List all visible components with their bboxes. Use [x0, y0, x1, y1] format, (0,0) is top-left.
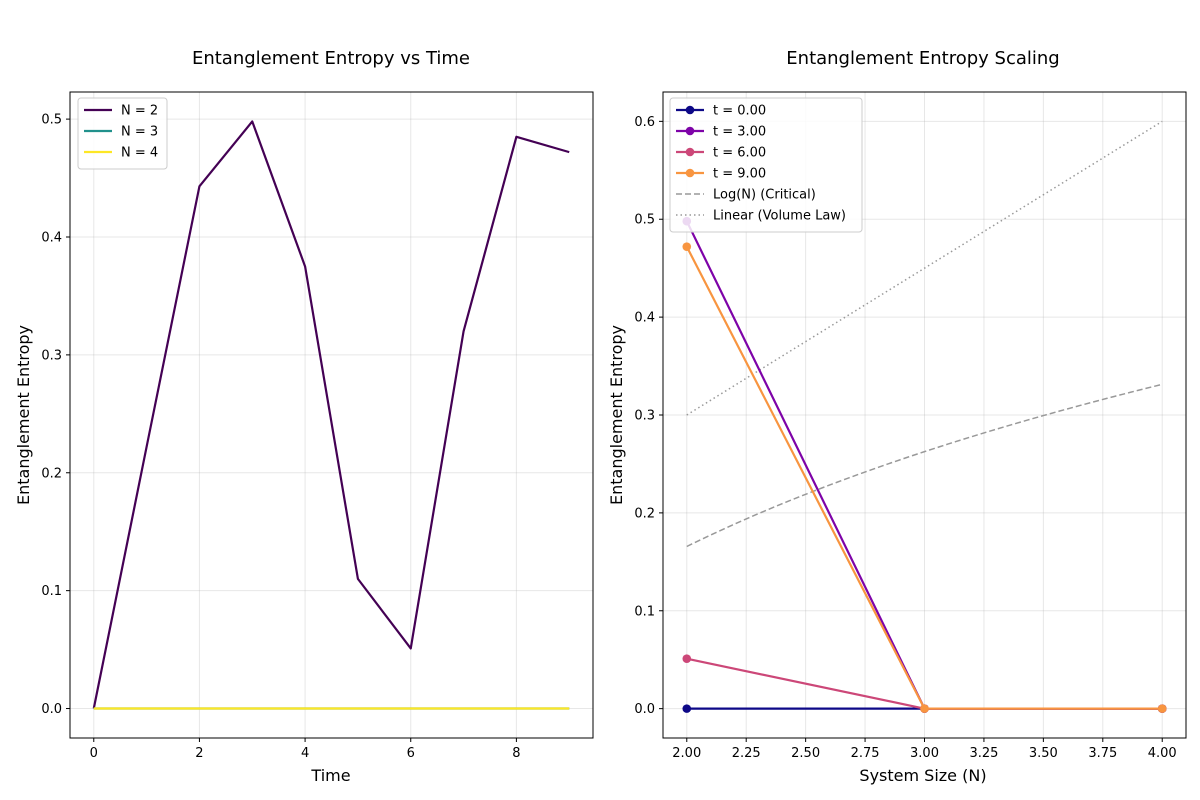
- legend-marker: [685, 147, 695, 157]
- legend-marker: [685, 105, 695, 115]
- legend-marker: [685, 126, 695, 136]
- legend-label: N = 3: [121, 125, 158, 140]
- left-y-tick-label: 0.1: [41, 584, 62, 599]
- left-y-tick-label: 0.0: [41, 702, 62, 717]
- right-x-tick-label: 2.75: [851, 746, 880, 761]
- legend-marker: [685, 168, 695, 178]
- right-x-tick-label: 3.50: [1029, 746, 1058, 761]
- right-y-tick-label: 0.1: [634, 604, 655, 619]
- right-series-4-point: [1157, 704, 1167, 713]
- right-x-tick-label: 2.50: [791, 746, 820, 761]
- left-y-tick-label: 0.5: [41, 113, 62, 128]
- left-x-axis-label: Time: [310, 766, 350, 785]
- right-x-tick-label: 3.00: [910, 746, 939, 761]
- right-legend: t = 0.00 t = 3.00 t = 6.00 t = 9.00 Log(N) (…: [669, 97, 863, 233]
- legend-label: N = 4: [121, 146, 158, 161]
- log-reference-curve: [686, 383, 1163, 548]
- right-x-tick-label: 3.75: [1088, 746, 1117, 761]
- left-chart: Entanglement Entropy vs Time Time Entang…: [14, 48, 594, 785]
- right-y-tick-label: 0.6: [634, 115, 655, 130]
- right-y-tick-label: 0.3: [634, 409, 655, 424]
- left-y-tick-label: 0.2: [41, 466, 62, 481]
- legend-label: t = 6.00: [713, 146, 766, 161]
- left-x-tick-label: 8: [512, 746, 520, 761]
- legend-label: N = 2: [121, 104, 158, 119]
- right-x-tick-label: 4.00: [1148, 746, 1177, 761]
- right-y-axis-label: Entanglement Entropy: [607, 325, 626, 505]
- right-x-tick-label: 2.25: [732, 746, 761, 761]
- right-series-3-point: [682, 654, 692, 664]
- right-chart-title: Entanglement Entropy Scaling: [786, 48, 1059, 69]
- right-plot-area: [682, 120, 1167, 713]
- legend-label: Linear (Volume Law): [713, 209, 846, 224]
- legend-label: Log(N) (Critical): [713, 188, 816, 203]
- right-x-axis-label: System Size (N): [859, 766, 986, 785]
- legend-box: [669, 97, 863, 233]
- legend-label: t = 9.00: [713, 167, 766, 182]
- right-series-4-point: [682, 242, 692, 251]
- right-x-tick-label: 3.25: [969, 746, 998, 761]
- left-chart-title: Entanglement Entropy vs Time: [192, 48, 470, 69]
- right-series-1-point: [682, 704, 692, 713]
- left-y-axis-label: Entanglement Entropy: [14, 325, 33, 505]
- left-axes-frame: [69, 91, 594, 739]
- left-y-tick-label: 0.3: [41, 348, 62, 363]
- left-y-tick-label: 0.4: [41, 230, 62, 245]
- left-plot-area: [92, 120, 570, 710]
- left-x-tick-label: 0: [90, 746, 98, 761]
- legend-label: t = 3.00: [713, 125, 766, 140]
- left-x-tick-label: 6: [407, 746, 415, 761]
- legend-label: t = 0.00: [713, 104, 766, 119]
- right-y-tick-label: 0.2: [634, 506, 655, 521]
- linear-reference-curve: [686, 120, 1163, 416]
- right-x-tick-label: 2.00: [672, 746, 701, 761]
- right-axes-frame: [662, 91, 1187, 739]
- right-series-4-point: [920, 704, 929, 713]
- left-legend: N = 2 N = 3 N = 4: [77, 97, 168, 170]
- left-series-line-1: [92, 120, 570, 709]
- right-y-tick-label: 0.0: [634, 702, 655, 717]
- left-x-tick-label: 2: [195, 746, 203, 761]
- right-y-tick-label: 0.5: [634, 213, 655, 228]
- right-y-tick-label: 0.4: [634, 311, 655, 326]
- right-chart: Entanglement Entropy Scaling System Size…: [607, 48, 1187, 785]
- left-x-tick-label: 4: [301, 746, 309, 761]
